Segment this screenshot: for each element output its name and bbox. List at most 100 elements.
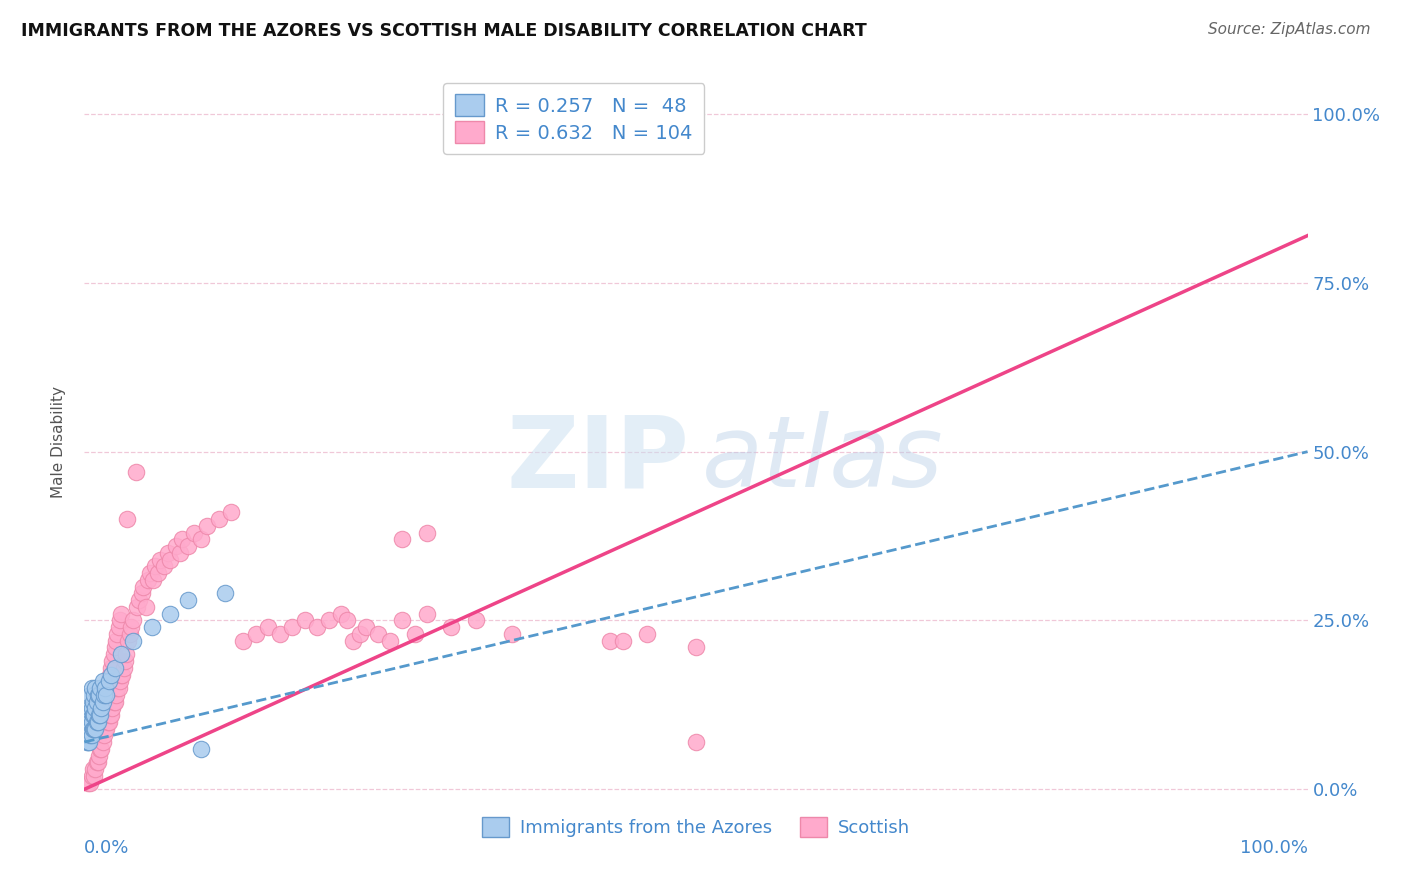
Point [122, 614, 145, 628]
Point [87, 756, 110, 770]
Point [149, 552, 172, 566]
Point [94, 681, 117, 695]
Point [76, 735, 98, 749]
Point [103, 647, 125, 661]
Point [91, 694, 114, 708]
Point [96, 688, 118, 702]
Point [135, 599, 157, 614]
Point [93, 701, 115, 715]
Point [86, 756, 108, 770]
Point [98, 708, 121, 723]
Text: Source: ZipAtlas.com: Source: ZipAtlas.com [1208, 22, 1371, 37]
Point [132, 580, 155, 594]
Point [142, 573, 165, 587]
Point [104, 661, 127, 675]
Point [82, 762, 104, 776]
Point [96, 688, 118, 702]
Point [80, 714, 103, 729]
Point [118, 627, 141, 641]
Point [87, 714, 110, 729]
Point [349, 627, 371, 641]
Point [77, 714, 100, 729]
Point [76, 728, 98, 742]
Point [101, 701, 124, 715]
Point [636, 627, 658, 641]
Point [131, 586, 153, 600]
Point [97, 714, 120, 729]
Point [281, 620, 304, 634]
Point [110, 647, 132, 661]
Point [83, 769, 105, 783]
Point [87, 688, 110, 702]
Point [440, 620, 463, 634]
Point [599, 633, 621, 648]
Point [177, 539, 200, 553]
Point [122, 633, 145, 648]
Point [82, 694, 104, 708]
Point [77, 708, 100, 723]
Point [136, 573, 159, 587]
Point [89, 722, 111, 736]
Point [115, 647, 138, 661]
Point [117, 633, 139, 648]
Point [77, 722, 100, 736]
Point [83, 722, 105, 736]
Point [575, 113, 598, 128]
Y-axis label: Male Disability: Male Disability [51, 385, 66, 498]
Point [100, 667, 122, 681]
Point [107, 681, 129, 695]
Point [79, 775, 101, 789]
Point [159, 607, 181, 621]
Point [83, 708, 105, 723]
Point [87, 708, 110, 723]
Point [146, 566, 169, 581]
Point [318, 614, 340, 628]
Point [84, 681, 107, 695]
Point [97, 674, 120, 689]
Point [105, 688, 128, 702]
Point [416, 525, 439, 540]
Point [114, 654, 136, 668]
Point [82, 722, 104, 736]
Point [96, 722, 118, 736]
Point [87, 688, 110, 702]
Point [93, 728, 115, 742]
Point [367, 627, 389, 641]
Point [80, 769, 103, 783]
Point [77, 775, 100, 789]
Legend: Immigrants from the Azores, Scottish: Immigrants from the Azores, Scottish [475, 810, 917, 845]
Point [77, 735, 100, 749]
Point [391, 533, 413, 547]
Point [105, 633, 128, 648]
Point [245, 627, 267, 641]
Point [143, 559, 166, 574]
Point [257, 620, 280, 634]
Point [89, 681, 111, 695]
Point [550, 128, 572, 142]
Point [139, 566, 162, 581]
Point [165, 539, 187, 553]
Point [90, 701, 112, 715]
Point [115, 512, 138, 526]
Point [612, 633, 634, 648]
Point [94, 694, 117, 708]
Point [342, 633, 364, 648]
Point [526, 134, 548, 148]
Point [111, 667, 134, 681]
Point [336, 614, 359, 628]
Point [416, 607, 439, 621]
Point [120, 620, 142, 634]
Text: atlas: atlas [702, 411, 943, 508]
Point [141, 620, 163, 634]
Point [80, 701, 103, 715]
Point [86, 714, 108, 729]
Point [100, 708, 122, 723]
Text: 100.0%: 100.0% [1240, 838, 1308, 857]
Point [214, 586, 236, 600]
Point [110, 667, 132, 681]
Point [87, 748, 110, 763]
Point [87, 728, 110, 742]
Text: 0.0%: 0.0% [84, 838, 129, 857]
Text: IMMIGRANTS FROM THE AZORES VS SCOTTISH MALE DISABILITY CORRELATION CHART: IMMIGRANTS FROM THE AZORES VS SCOTTISH M… [21, 22, 868, 40]
Point [183, 525, 205, 540]
